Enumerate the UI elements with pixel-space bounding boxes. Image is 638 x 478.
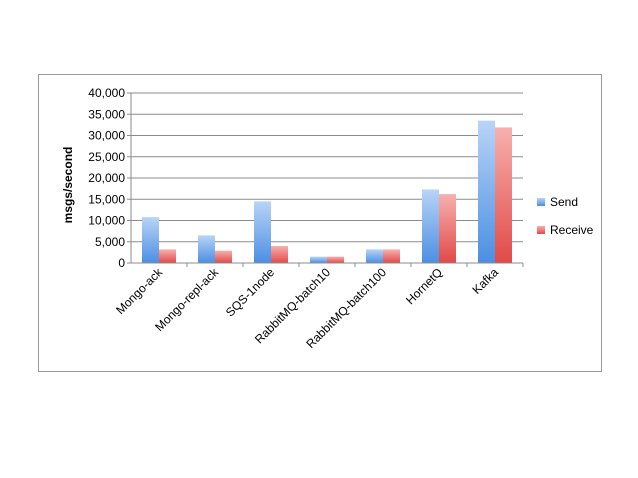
legend: Send Receive: [537, 195, 594, 237]
bar-chart: 0 5,000 10,000 15,000 20,000 25,000 30,000 35,0…: [61, 86, 594, 351]
y-tick-label: 5,000: [95, 235, 125, 249]
y-axis-label: msgs/second: [61, 147, 75, 224]
bar-receive-1: [215, 250, 232, 263]
y-tick-label: 10,000: [88, 214, 125, 228]
bar-receive-0: [159, 249, 176, 263]
bar-receive-2: [271, 246, 288, 263]
x-tick-label: Mongo-ack: [113, 265, 166, 318]
bar-send-2: [254, 201, 271, 263]
x-tick-label: HornetQ: [403, 265, 445, 307]
bar-send-4: [366, 249, 383, 263]
legend-label-receive: Receive: [550, 223, 594, 237]
y-tick-label: 35,000: [88, 107, 125, 121]
bars: [142, 120, 512, 263]
y-tick-label: 40,000: [88, 86, 125, 100]
bar-receive-5: [439, 194, 456, 263]
chart-frame: 0 5,000 10,000 15,000 20,000 25,000 30,000 35,0…: [38, 74, 602, 372]
bar-send-1: [198, 235, 215, 263]
bar-receive-4: [383, 249, 400, 263]
legend-swatch-receive: [537, 226, 545, 234]
y-tick-label: 20,000: [88, 171, 125, 185]
bar-send-5: [422, 189, 439, 263]
y-tick-label: 0: [118, 256, 125, 270]
y-tick-label: 30,000: [88, 129, 125, 143]
x-tick-label: Kafka: [470, 265, 502, 297]
bar-send-0: [142, 217, 159, 263]
bar-send-3: [310, 256, 327, 263]
x-tick-label: SQS-1node: [223, 265, 277, 319]
gridlines: [131, 92, 523, 264]
bar-receive-3: [327, 256, 344, 263]
y-tick-label: 15,000: [88, 192, 125, 206]
y-tick-label: 25,000: [88, 150, 125, 164]
legend-swatch-send: [537, 198, 545, 206]
bar-send-6: [478, 120, 495, 263]
bar-receive-6: [495, 127, 512, 263]
legend-label-send: Send: [550, 195, 578, 209]
